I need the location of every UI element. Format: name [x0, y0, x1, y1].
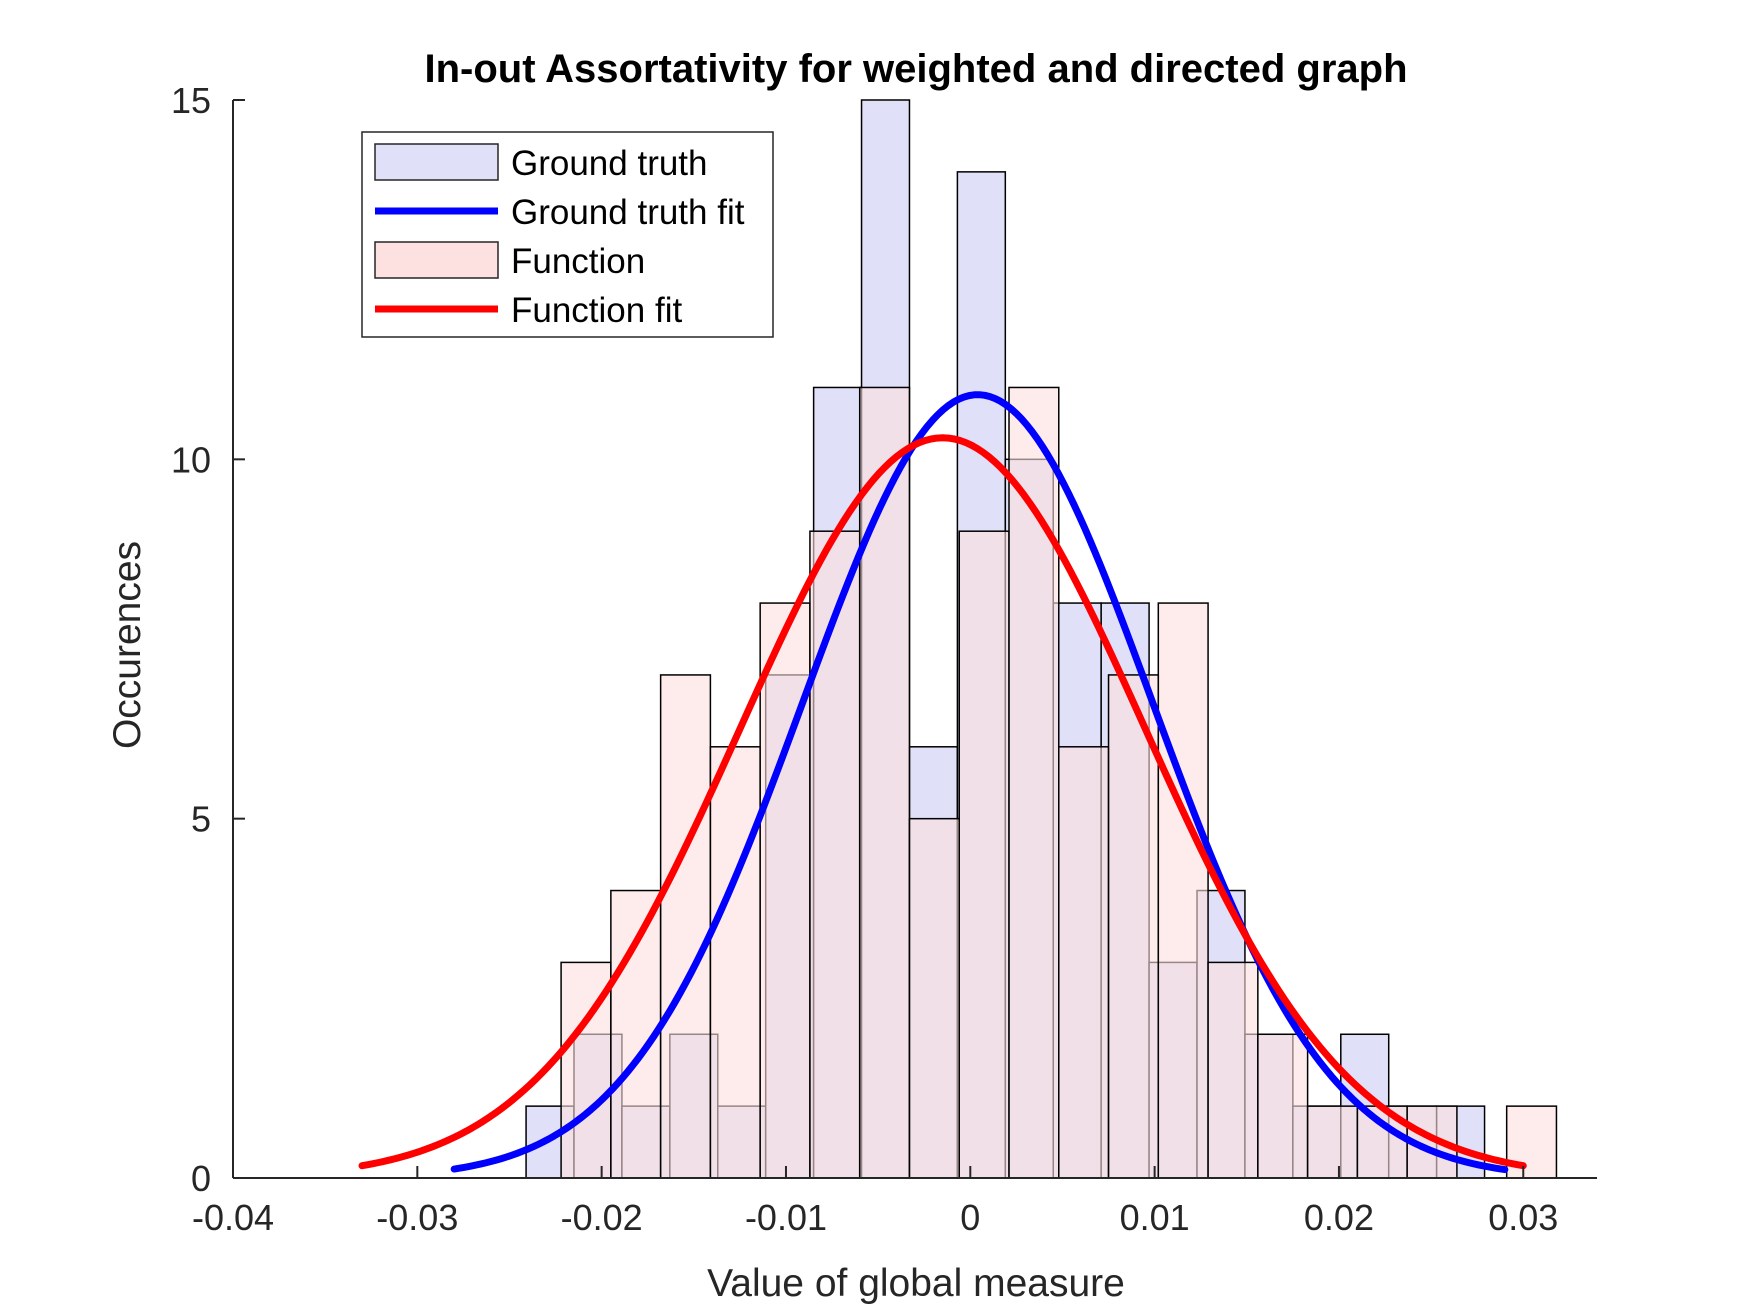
function-bar	[1058, 746, 1110, 1179]
function-bar	[1257, 1033, 1309, 1179]
function-bar	[958, 530, 1010, 1179]
y-tick-label: 15	[171, 80, 211, 121]
ground-truth-fit-line	[450, 391, 1509, 1174]
plot-area	[232, 99, 1597, 1179]
x-tick-label: -0.04	[192, 1197, 274, 1238]
legend-label: Function	[511, 242, 645, 281]
chart-title: In-out Assortativity for weighted and di…	[424, 47, 1407, 91]
function-fit-line	[358, 434, 1527, 1170]
legend-label: Ground truth	[511, 144, 708, 183]
function-bar	[1107, 674, 1160, 1179]
function-bar	[1306, 1105, 1359, 1179]
legend: Ground truth Ground truth fit Function Func…	[361, 131, 774, 338]
y-axis-label: Occurences	[106, 541, 149, 749]
function-bar	[659, 674, 712, 1179]
legend-label: Function fit	[511, 291, 682, 330]
function-bar	[1157, 602, 1209, 1179]
legend-swatch	[374, 241, 499, 279]
x-axis: -0.04 -0.03 -0.02 -0.01 0 0.01 0.02 0.03	[192, 1166, 1558, 1238]
x-tick-label: -0.01	[745, 1197, 827, 1238]
x-tick-label: -0.03	[376, 1197, 458, 1238]
x-axis-label: Value of global measure	[707, 1262, 1125, 1305]
y-axis: 0 5 10 15	[171, 80, 245, 1199]
x-tick-label: -0.02	[561, 1197, 643, 1238]
x-tick-label: 0.03	[1488, 1197, 1558, 1238]
function-bar	[908, 817, 960, 1179]
y-tick-label: 0	[191, 1158, 211, 1199]
function-bar	[709, 746, 761, 1179]
function-bar	[1207, 961, 1259, 1179]
y-tick-label: 10	[171, 439, 211, 480]
function-bar	[809, 530, 861, 1179]
legend-swatch	[374, 143, 499, 181]
function-bar	[759, 602, 811, 1179]
x-tick-label: 0.01	[1120, 1197, 1190, 1238]
y-tick-label: 5	[191, 799, 211, 840]
x-tick-label: 0	[960, 1197, 980, 1238]
x-tick-label: 0.02	[1304, 1197, 1374, 1238]
legend-label: Ground truth fit	[511, 193, 745, 232]
function-bar	[858, 386, 911, 1179]
